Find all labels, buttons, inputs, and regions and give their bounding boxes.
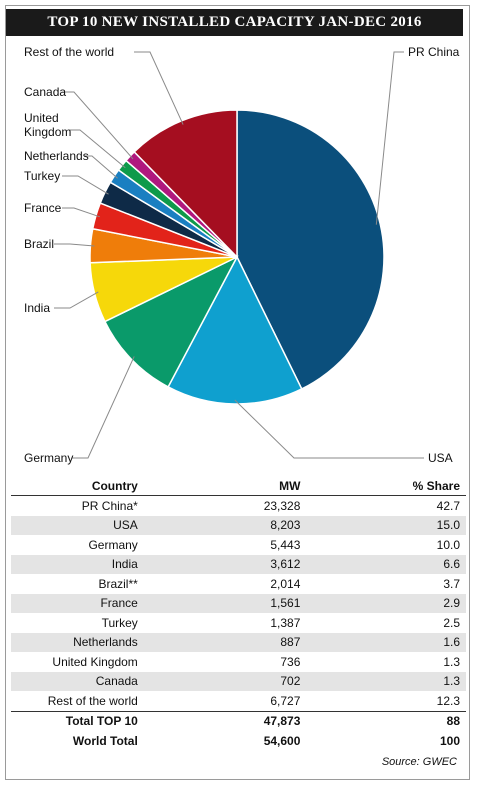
header-mw: MW	[137, 476, 301, 496]
header-country: Country	[11, 476, 138, 496]
leader-line-france	[62, 207, 100, 218]
cell-share: 15.0	[300, 515, 466, 535]
cell-share: 2.9	[300, 593, 466, 613]
table-row: Canada 702 1.3	[11, 671, 466, 691]
cell-share: 88	[300, 710, 466, 731]
cell-country: India	[11, 554, 138, 574]
pie-label-usa: USA	[428, 451, 453, 465]
table-row: Germany 5,443 10.0	[11, 535, 466, 555]
total-row: World Total 54,600 100	[11, 731, 466, 751]
cell-country: PR China*	[81, 498, 138, 513]
cell-mw: 1,561	[137, 593, 301, 613]
cell-share: 1.3	[300, 671, 466, 691]
cell-mw: 702	[137, 671, 301, 691]
cell-share: 1.6	[300, 632, 466, 652]
cell-country: World Total	[72, 733, 138, 748]
leader-line-germany	[72, 356, 135, 459]
table-row: Rest of the world 6,727 12.3	[11, 691, 466, 711]
cell-share: 6.6	[300, 554, 466, 574]
cell-mw: 2,014	[270, 576, 301, 591]
cell-mw: 6,727	[270, 693, 301, 708]
cell-mw: 47,873	[137, 710, 301, 731]
table-row: PR China* 23,328 42.7	[11, 496, 466, 516]
leader-line-rest-of-the-world	[134, 51, 184, 125]
cell-mw: 23,328	[263, 498, 301, 513]
table-row: Turkey 1,387 2.5	[11, 613, 466, 633]
cell-mw: 1,387	[270, 615, 301, 630]
cell-share: 1.3	[443, 654, 460, 669]
cell-country: United Kingdom	[52, 654, 138, 669]
capacity-table: Country MW % Share PR China* 23,328 42.7…	[11, 476, 466, 751]
cell-mw: 3,612	[137, 554, 301, 574]
cell-share: 100	[439, 733, 460, 748]
pie-slice-usa	[167, 255, 303, 405]
cell-country: Netherlands	[11, 632, 138, 652]
pie-slice-germany	[103, 255, 239, 388]
pie-chart: PR China USA Germany India Brazil France Turke…	[24, 45, 460, 465]
leader-line-usa	[234, 399, 424, 459]
pie-label-rest-of-the-world: Rest of the world	[24, 45, 114, 59]
cell-country: Rest of the world	[47, 693, 138, 708]
table-header-row: Country MW % Share	[11, 476, 466, 496]
pie-label-germany: Germany	[24, 451, 73, 465]
leader-line-turkey	[62, 175, 109, 195]
cell-country: Total TOP 10	[11, 710, 138, 731]
pie-label-netherlands: Netherlands	[24, 149, 89, 163]
table-row: United Kingdom 736 1.3	[11, 652, 466, 672]
source-note: Source: GWEC	[381, 756, 457, 768]
leader-line-united-kingdom	[70, 129, 126, 169]
cell-mw: 8,203	[137, 515, 301, 535]
cell-share: 10.0	[436, 537, 460, 552]
cell-country: Brazil**	[98, 576, 138, 591]
table-row: India 3,612 6.6	[11, 554, 466, 574]
cell-share: 12.3	[436, 693, 460, 708]
pie-label-france: France	[24, 201, 62, 215]
table-row: Netherlands 887 1.6	[11, 632, 466, 652]
cell-country: Germany	[88, 537, 138, 552]
cell-country: Turkey	[101, 615, 138, 630]
figure-frame	[5, 5, 470, 780]
pie-slice-pr-china	[236, 109, 385, 390]
pie-label-turkey: Turkey	[24, 169, 60, 183]
cell-share: 2.5	[443, 615, 460, 630]
pie-label-brazil: Brazil	[24, 237, 54, 251]
leader-line-india	[54, 291, 99, 309]
leader-line-netherlands	[84, 155, 118, 179]
cell-mw: 736	[280, 654, 301, 669]
chart-title: TOP 10 NEW INSTALLED CAPACITY JAN-DEC 20…	[6, 9, 463, 36]
cell-country: Canada	[11, 671, 138, 691]
cell-share: 3.7	[443, 576, 460, 591]
table-row: France 1,561 2.9	[11, 593, 466, 613]
cell-mw: 54,600	[263, 733, 301, 748]
table-row: Brazil** 2,014 3.7	[11, 574, 466, 594]
pie-label-united-kingdom: United Kingdom	[24, 111, 71, 139]
cell-mw: 887	[137, 632, 301, 652]
header-share: % Share	[300, 476, 466, 496]
cell-country: France	[11, 593, 138, 613]
cell-country: USA	[11, 515, 138, 535]
total-row: Total TOP 10 47,873 88	[11, 710, 466, 731]
cell-share: 42.7	[436, 498, 460, 513]
leader-line-brazil	[54, 243, 95, 247]
leader-line-canada	[62, 91, 134, 160]
pie-label-india: India	[24, 301, 50, 315]
table-row: USA 8,203 15.0	[11, 515, 466, 535]
pie-label-pr-china: PR China	[408, 45, 460, 59]
pie-label-canada: Canada	[24, 85, 66, 99]
leader-line-pr-china	[375, 51, 404, 225]
cell-mw: 5,443	[270, 537, 301, 552]
